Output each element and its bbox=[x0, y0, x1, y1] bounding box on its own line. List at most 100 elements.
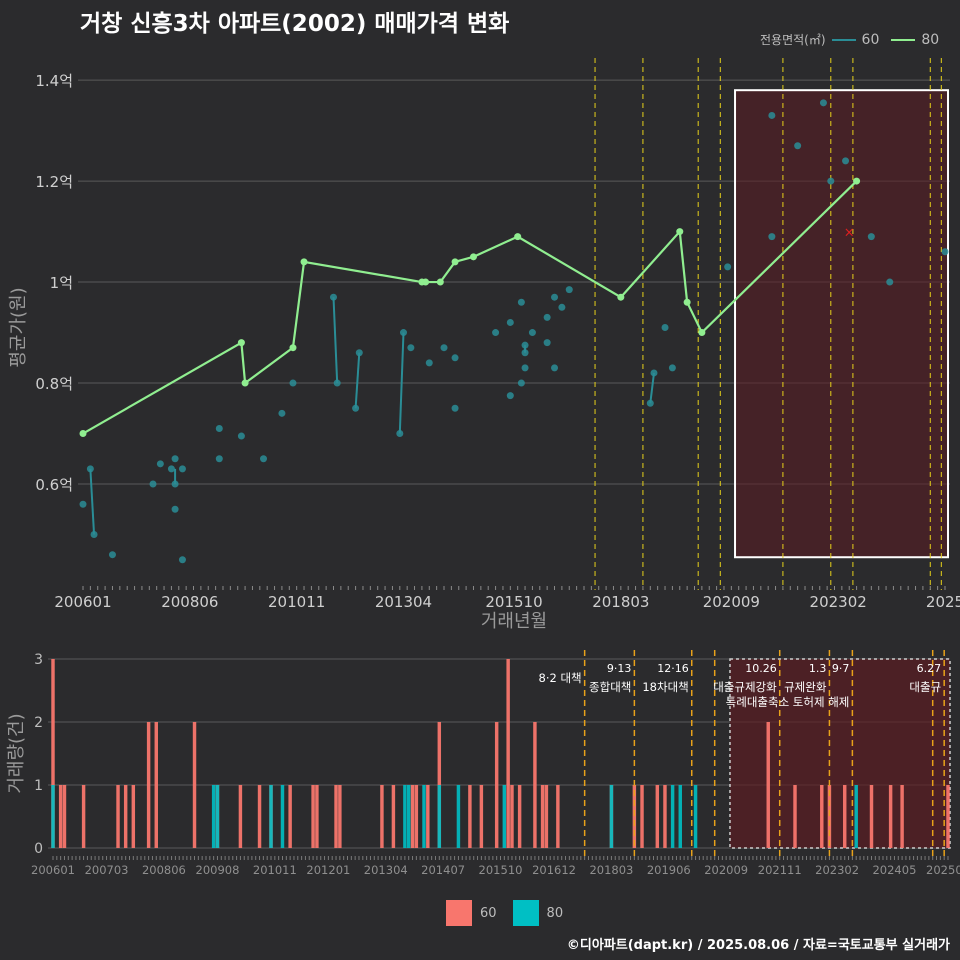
series-80-point bbox=[237, 339, 245, 347]
x-tick-label: 200908 bbox=[196, 863, 240, 877]
series-60-point bbox=[451, 354, 459, 362]
legend-swatch-80 bbox=[512, 900, 539, 926]
bar-60 bbox=[869, 785, 874, 848]
series-60-segment bbox=[89, 468, 96, 535]
bar-60 bbox=[632, 785, 637, 848]
legend-bar-label-60: 60 bbox=[480, 905, 497, 921]
x-tick-label: 201612 bbox=[532, 863, 576, 877]
bar-60 bbox=[51, 659, 55, 848]
series-60-point bbox=[333, 379, 341, 387]
bar-60 bbox=[315, 785, 319, 848]
series-80-point bbox=[683, 298, 691, 306]
series-60-point bbox=[215, 424, 223, 432]
policy-date: 9·13 bbox=[607, 662, 632, 675]
bar-80 bbox=[269, 785, 273, 848]
series-60-point bbox=[819, 99, 827, 107]
highlight-region bbox=[734, 89, 949, 559]
x-tick-label: 201906 bbox=[647, 863, 691, 877]
bar-60 bbox=[123, 785, 128, 848]
series-60-point bbox=[178, 556, 186, 564]
bar-60 bbox=[540, 785, 545, 848]
bar-60 bbox=[663, 785, 667, 848]
x-tick-label: 202009 bbox=[703, 593, 760, 611]
y-tick-label: 2 bbox=[34, 715, 43, 731]
bar-60 bbox=[131, 785, 136, 848]
bar-60 bbox=[81, 785, 86, 848]
series-60-segment bbox=[398, 332, 405, 434]
bar-80 bbox=[215, 785, 220, 848]
series-80-point bbox=[300, 258, 308, 266]
policy-label: 특례대출축소 토허제 해제 bbox=[726, 695, 850, 709]
series-60-point bbox=[156, 460, 164, 468]
series-60-point bbox=[794, 142, 802, 150]
chart-title: 거창 신흥3차 아파트(2002) 매매가격 변화 bbox=[80, 11, 510, 37]
bar-60 bbox=[410, 785, 415, 848]
series-60-point bbox=[827, 177, 835, 185]
bar-60 bbox=[380, 785, 384, 848]
bar-80 bbox=[854, 785, 858, 848]
x-tick-label: 201803 bbox=[592, 593, 649, 611]
bar-80 bbox=[609, 785, 614, 848]
bar-60 bbox=[338, 785, 342, 848]
series-60-point bbox=[215, 455, 223, 463]
series-60-point bbox=[86, 465, 94, 473]
policy-label: 대출규제강화 bbox=[713, 680, 777, 694]
legend-label-80: 80 bbox=[921, 31, 940, 48]
series-60-point bbox=[842, 157, 850, 165]
series-60-point bbox=[506, 318, 514, 326]
bar-60 bbox=[655, 785, 660, 848]
bar-60 bbox=[58, 785, 63, 848]
series-60-point bbox=[171, 480, 179, 488]
series-60-point bbox=[724, 263, 732, 271]
bar-60 bbox=[533, 722, 537, 848]
bar-80 bbox=[211, 785, 216, 848]
series-60-point bbox=[646, 399, 654, 407]
series-60-point bbox=[171, 455, 179, 463]
bar-60 bbox=[116, 785, 120, 848]
bar-80 bbox=[280, 785, 285, 848]
x-tick-label: 201011 bbox=[253, 863, 297, 877]
policy-date: 12·16 bbox=[657, 662, 689, 675]
bar-80 bbox=[51, 785, 55, 848]
bar-80 bbox=[670, 785, 675, 848]
x-tick-label: 202507 bbox=[926, 863, 960, 877]
series-80-point bbox=[289, 344, 297, 352]
bar-60 bbox=[288, 785, 292, 848]
series-60-point bbox=[440, 344, 448, 352]
series-60-point bbox=[551, 364, 559, 372]
bar-80 bbox=[403, 785, 407, 848]
y-tick-label: 0.8억 bbox=[35, 375, 73, 393]
policy-date: 1.3 bbox=[809, 662, 827, 675]
bar-60 bbox=[946, 785, 950, 848]
series-80-point bbox=[436, 278, 444, 286]
series-80-line bbox=[82, 180, 858, 435]
series-60-segment bbox=[649, 372, 655, 404]
bar-60 bbox=[793, 785, 797, 848]
series-60-point bbox=[407, 344, 415, 352]
series-60-point bbox=[521, 349, 529, 357]
bar-60 bbox=[311, 785, 315, 848]
bar-60 bbox=[414, 785, 419, 848]
series-60-point bbox=[149, 480, 157, 488]
bar-60 bbox=[334, 785, 338, 848]
bar-60 bbox=[479, 785, 484, 848]
bar-60 bbox=[391, 785, 396, 848]
series-80-point bbox=[698, 329, 706, 337]
x-tick-label: 202009 bbox=[704, 863, 748, 877]
y-tick-label: 1억 bbox=[50, 274, 73, 292]
x-tick-label: 201803 bbox=[589, 863, 633, 877]
legend-line-80 bbox=[891, 38, 916, 41]
footer-credit: ©디아파트(dapt.kr) / 2025.08.06 / 자료=국토교통부 실… bbox=[566, 938, 950, 953]
bar-80 bbox=[502, 785, 507, 848]
series-80-point bbox=[469, 253, 477, 261]
series-60-segment bbox=[354, 352, 361, 409]
y-tick-label: 1.2억 bbox=[35, 173, 73, 191]
series-60-point bbox=[768, 111, 776, 119]
legend-bottom: 60 80 bbox=[446, 900, 571, 926]
x-tick-label: 200703 bbox=[85, 863, 129, 877]
series-60-point bbox=[90, 531, 98, 539]
series-60-point bbox=[278, 409, 286, 417]
series-80-point bbox=[451, 258, 459, 266]
series-60-point bbox=[521, 341, 529, 349]
x-tick-label: 200601 bbox=[31, 863, 75, 877]
